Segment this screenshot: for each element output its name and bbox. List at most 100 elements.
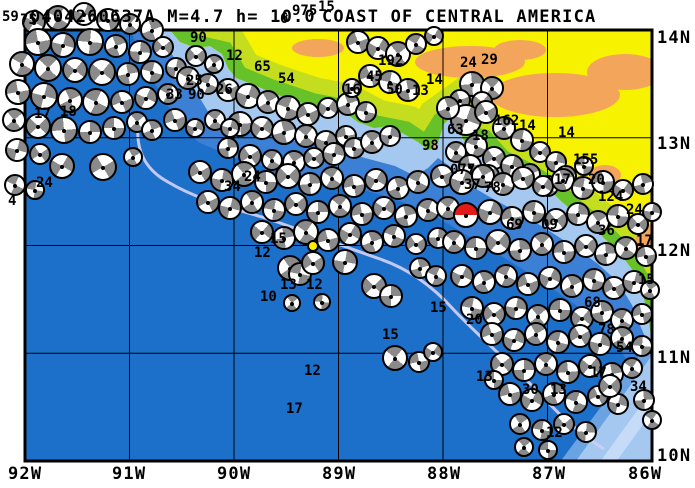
focal-mechanism[interactable] <box>313 293 331 311</box>
focal-mechanism[interactable] <box>640 280 660 300</box>
focal-mechanism[interactable] <box>82 88 110 116</box>
focal-mechanism[interactable] <box>631 303 653 325</box>
focal-mechanism[interactable] <box>355 101 377 123</box>
focal-mechanism[interactable] <box>631 335 653 357</box>
focal-mechanism[interactable] <box>530 232 554 256</box>
focal-mechanism[interactable] <box>406 170 430 194</box>
focal-mechanism[interactable] <box>338 222 362 246</box>
focal-mechanism[interactable] <box>556 360 580 384</box>
focal-mechanism[interactable] <box>89 153 117 181</box>
focal-mechanism[interactable] <box>5 79 31 105</box>
focal-mechanism[interactable] <box>275 163 301 189</box>
focal-mechanism[interactable] <box>379 284 403 308</box>
focal-mechanism[interactable] <box>566 202 590 226</box>
focal-mechanism[interactable] <box>322 142 346 166</box>
focal-mechanism[interactable] <box>196 190 220 214</box>
focal-mechanism[interactable] <box>379 125 401 147</box>
focal-mechanism[interactable] <box>134 86 158 110</box>
focal-mechanism[interactable] <box>5 138 29 162</box>
focal-mechanism[interactable] <box>598 374 622 398</box>
focal-mechanism[interactable] <box>294 124 318 148</box>
focal-mechanism[interactable] <box>104 34 128 58</box>
focal-mechanism[interactable] <box>516 272 540 296</box>
focal-mechanism[interactable] <box>396 78 420 102</box>
focal-mechanism[interactable] <box>607 393 629 415</box>
focal-mechanism[interactable] <box>49 153 75 179</box>
focal-mechanism[interactable] <box>360 230 384 254</box>
epicenter-marker-dot[interactable] <box>307 240 319 252</box>
focal-mechanism[interactable] <box>50 116 78 144</box>
focal-mechanism[interactable] <box>62 57 88 83</box>
focal-mechanism[interactable] <box>531 419 553 441</box>
focal-mechanism[interactable] <box>283 294 301 312</box>
focal-mechanism[interactable] <box>320 166 344 190</box>
focal-mechanism[interactable] <box>2 108 26 132</box>
focal-mechanism[interactable] <box>76 28 104 56</box>
focal-mechanism[interactable] <box>450 264 474 288</box>
focal-mechanism[interactable] <box>449 169 475 195</box>
focal-mechanism[interactable] <box>328 194 352 218</box>
focal-mechanism[interactable] <box>635 245 657 267</box>
focal-mechanism[interactable] <box>591 170 615 194</box>
focal-mechanism[interactable] <box>204 54 224 74</box>
focal-mechanism[interactable] <box>436 96 460 120</box>
focal-mechanism[interactable] <box>78 120 102 144</box>
focal-mechanism[interactable] <box>424 26 444 46</box>
focal-mechanism[interactable] <box>119 13 141 35</box>
focal-mechanism[interactable] <box>405 33 427 55</box>
focal-mechanism[interactable] <box>254 170 278 194</box>
focal-mechanism[interactable] <box>218 196 242 220</box>
focal-mechanism[interactable] <box>472 270 496 294</box>
focal-mechanism[interactable] <box>548 298 572 322</box>
focal-mechanism[interactable] <box>575 421 597 443</box>
focal-mechanism[interactable] <box>176 66 200 90</box>
focal-mechanism[interactable] <box>110 90 134 114</box>
focal-mechanism[interactable] <box>552 240 576 264</box>
focal-mechanism[interactable] <box>284 192 308 216</box>
focal-mechanism[interactable] <box>301 251 325 275</box>
focal-mechanism[interactable] <box>508 238 532 262</box>
focal-mechanism[interactable] <box>271 119 297 145</box>
focal-mechanism[interactable] <box>511 166 535 190</box>
focal-mechanism[interactable] <box>632 173 654 195</box>
focal-mechanism[interactable] <box>538 266 562 290</box>
focal-mechanism[interactable] <box>423 342 443 362</box>
focal-mechanism[interactable] <box>522 200 546 224</box>
focal-mechanism[interactable] <box>485 229 511 255</box>
focal-mechanism[interactable] <box>342 78 362 98</box>
focal-mechanism[interactable] <box>405 233 427 255</box>
focal-mechanism[interactable] <box>642 410 662 430</box>
focal-mechanism[interactable] <box>564 390 588 414</box>
focal-mechanism[interactable] <box>477 199 503 225</box>
focal-mechanism[interactable] <box>542 382 566 406</box>
focal-mechanism[interactable] <box>534 352 558 376</box>
focal-mechanism[interactable] <box>512 358 536 382</box>
focal-mechanism[interactable] <box>498 382 522 406</box>
focal-mechanism[interactable] <box>188 160 212 184</box>
focal-mechanism[interactable] <box>240 190 264 214</box>
focal-mechanism[interactable] <box>578 354 602 378</box>
focal-mechanism[interactable] <box>546 330 570 354</box>
focal-mechanism[interactable] <box>372 196 396 220</box>
focal-mechanism[interactable] <box>633 389 655 411</box>
focal-mechanism[interactable] <box>152 36 174 58</box>
focal-mechanism[interactable] <box>25 180 45 200</box>
focal-mechanism[interactable] <box>560 274 584 298</box>
focal-mechanism[interactable] <box>382 224 406 248</box>
focal-mechanism[interactable] <box>364 168 388 192</box>
focal-mechanism[interactable] <box>141 119 163 141</box>
focal-mechanism[interactable] <box>272 226 296 250</box>
focal-mechanism[interactable] <box>524 322 548 346</box>
focal-mechanism[interactable] <box>621 357 643 379</box>
focal-mechanism[interactable] <box>614 236 638 260</box>
focal-mechanism[interactable] <box>72 2 96 26</box>
focal-mechanism[interactable] <box>494 264 518 288</box>
focal-mechanism[interactable] <box>425 265 447 287</box>
focal-mechanism[interactable] <box>123 147 143 167</box>
focal-mechanism[interactable] <box>316 228 340 252</box>
focal-mechanism[interactable] <box>382 345 408 371</box>
focal-mechanism[interactable] <box>262 198 286 222</box>
focal-mechanism[interactable] <box>544 208 568 232</box>
focal-mechanism[interactable] <box>29 143 51 165</box>
focal-mechanism[interactable] <box>332 249 358 275</box>
